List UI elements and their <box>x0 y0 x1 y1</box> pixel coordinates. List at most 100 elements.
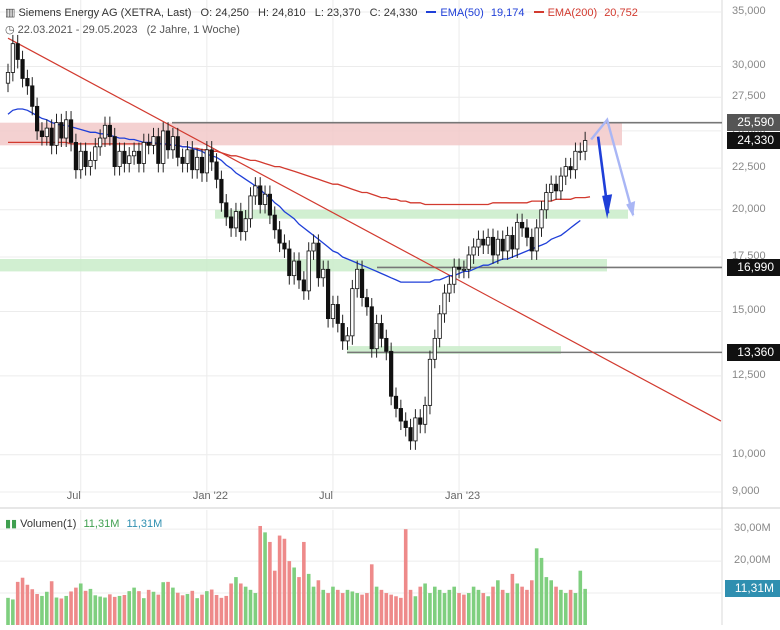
volume-bar-up <box>578 570 583 625</box>
volume-bar-up <box>549 580 553 625</box>
volume-label[interactable]: Volumen(1) <box>20 518 77 530</box>
volume-bar-down <box>462 594 466 625</box>
candle-up <box>539 209 544 229</box>
x-tick-label: Jul <box>66 490 81 502</box>
volume-bar-down <box>137 591 141 625</box>
candle-up <box>54 122 59 146</box>
volume-bars-icon: ▮▮ <box>5 518 18 530</box>
volume-bar-up <box>539 557 544 625</box>
candle-down <box>277 229 282 244</box>
volume-bar-up <box>515 583 520 625</box>
candle-up <box>355 268 360 290</box>
volume-bar-up <box>437 589 442 625</box>
candle-down <box>340 323 345 342</box>
volume-bar-up <box>205 591 209 625</box>
candle-down <box>267 193 273 216</box>
candle-up <box>578 150 583 153</box>
candle-down <box>301 279 306 292</box>
volume-bar-down <box>500 589 505 625</box>
candle-up <box>558 175 564 192</box>
candle-up <box>44 127 49 138</box>
high-value: H: 24,810 <box>257 7 306 19</box>
ema50-label[interactable]: EMA(50) <box>440 7 484 19</box>
candle-up <box>127 155 132 164</box>
candle-down <box>524 227 530 238</box>
candle-down <box>107 124 112 138</box>
ema200-label[interactable]: EMA(200) <box>547 7 598 19</box>
volume-bar-down <box>408 589 413 625</box>
candle-down <box>199 156 205 174</box>
volume-bar-up <box>471 586 476 625</box>
y-tick-label: 10,000 <box>732 447 766 460</box>
candle-down <box>364 297 370 308</box>
candle-down <box>335 304 340 324</box>
volume-tick-label: 20,00M <box>734 554 771 567</box>
volume-bar-down <box>297 577 301 625</box>
volume-bar-up <box>423 583 427 625</box>
volume-bar-up <box>496 580 500 625</box>
candle-down <box>146 142 151 146</box>
candle-down <box>175 136 180 158</box>
volume-bar-down <box>59 598 64 625</box>
candle-down <box>325 268 331 319</box>
candle-up <box>321 268 326 279</box>
volume-bar-up <box>142 598 146 625</box>
candle-down <box>35 105 40 132</box>
volume-bar-down <box>219 597 224 625</box>
candle-up <box>93 146 98 161</box>
candle-up <box>461 268 467 271</box>
volume-bar-down <box>30 589 35 625</box>
candle-up <box>471 246 476 256</box>
volume-bar-up <box>433 586 437 625</box>
volume-bar-down <box>156 594 161 625</box>
candle-up <box>330 304 336 319</box>
volume-bar-down <box>200 594 204 625</box>
projection-arrow-light <box>590 117 635 216</box>
ema50-value: 19,174 <box>490 7 525 19</box>
clock-icon: ◷ <box>5 24 15 36</box>
candle-down <box>83 150 88 167</box>
price-legend: ▥ Siemens Energy AG (XETRA, Last) O: 24,… <box>5 6 638 19</box>
volume-bar-up <box>171 587 175 625</box>
volume-bar-down <box>20 577 25 625</box>
candle-down <box>568 166 573 171</box>
level-badge: 24,330 <box>727 132 780 150</box>
volume-bar-up <box>151 591 156 625</box>
volume-bar-down <box>336 589 340 625</box>
candle-down <box>224 202 229 218</box>
volume-bar-down <box>268 541 272 625</box>
volume-bar-down <box>418 586 423 625</box>
candle-up <box>563 166 568 177</box>
candle-down <box>369 306 374 350</box>
volume-bar-down <box>229 583 233 625</box>
candle-up <box>64 119 69 139</box>
y-tick-label: 20,000 <box>732 202 766 215</box>
volume-bar-up <box>331 586 335 625</box>
volume-bar-down <box>83 590 88 625</box>
candle-down <box>553 183 559 192</box>
y-tick-label: 35,000 <box>732 5 766 17</box>
candle-up <box>573 150 578 171</box>
volume-bar-up <box>132 587 136 625</box>
candle-down <box>209 149 214 163</box>
volume-bar-up <box>534 548 539 625</box>
candle-down <box>408 427 413 442</box>
ema200-value: 20,752 <box>604 7 638 19</box>
x-tick-label: Jul <box>318 490 333 502</box>
ema200-swatch <box>533 11 544 14</box>
range-note: (2 Jahre, 1 Woche) <box>146 24 240 36</box>
downtrend-line <box>7 37 722 422</box>
candle-down <box>379 323 384 339</box>
volume-bar-up <box>98 596 102 625</box>
volume-bar-up <box>583 588 587 625</box>
volume-tick-label: 30,00M <box>734 522 771 535</box>
candle-up <box>583 140 588 152</box>
volume-bar-up <box>127 591 132 625</box>
candle-down <box>238 211 243 233</box>
volume-badge: 11,31M <box>724 580 780 598</box>
volume-bar-up <box>476 589 481 625</box>
volume-bar-down <box>209 589 214 625</box>
candle-up <box>437 313 442 339</box>
volume-bar-up <box>486 596 490 625</box>
y-tick-label: 15,000 <box>732 304 766 317</box>
